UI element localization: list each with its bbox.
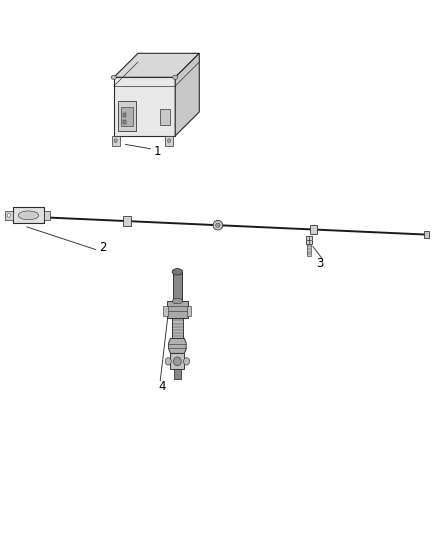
Text: 1: 1 <box>154 146 162 158</box>
Ellipse shape <box>172 269 183 275</box>
Ellipse shape <box>173 357 181 366</box>
FancyBboxPatch shape <box>163 306 168 316</box>
Polygon shape <box>114 77 175 136</box>
Ellipse shape <box>215 223 220 227</box>
FancyBboxPatch shape <box>13 207 44 223</box>
Polygon shape <box>169 338 186 353</box>
FancyBboxPatch shape <box>44 211 50 220</box>
Ellipse shape <box>114 139 117 142</box>
FancyBboxPatch shape <box>118 101 136 131</box>
FancyBboxPatch shape <box>306 236 312 244</box>
FancyBboxPatch shape <box>160 109 170 125</box>
FancyBboxPatch shape <box>167 301 188 318</box>
FancyBboxPatch shape <box>123 113 126 117</box>
Ellipse shape <box>184 358 190 365</box>
Text: 2: 2 <box>99 241 107 254</box>
Ellipse shape <box>111 75 117 79</box>
Ellipse shape <box>18 211 39 220</box>
Text: 4: 4 <box>158 380 166 393</box>
FancyBboxPatch shape <box>424 231 429 238</box>
FancyBboxPatch shape <box>112 136 120 146</box>
FancyBboxPatch shape <box>170 353 184 369</box>
FancyBboxPatch shape <box>121 107 133 126</box>
FancyBboxPatch shape <box>187 306 191 316</box>
FancyBboxPatch shape <box>310 225 317 234</box>
FancyBboxPatch shape <box>123 216 131 226</box>
Ellipse shape <box>172 298 183 304</box>
Ellipse shape <box>173 75 178 79</box>
Ellipse shape <box>165 358 171 365</box>
FancyBboxPatch shape <box>307 244 311 256</box>
FancyBboxPatch shape <box>173 272 182 301</box>
Text: 3: 3 <box>316 257 323 270</box>
Ellipse shape <box>213 221 223 230</box>
FancyBboxPatch shape <box>172 318 183 338</box>
Ellipse shape <box>7 213 11 217</box>
Polygon shape <box>175 53 199 136</box>
Polygon shape <box>114 53 199 77</box>
FancyBboxPatch shape <box>5 211 13 220</box>
Ellipse shape <box>168 139 170 142</box>
FancyBboxPatch shape <box>165 136 173 146</box>
FancyBboxPatch shape <box>174 369 181 379</box>
FancyBboxPatch shape <box>123 120 126 124</box>
